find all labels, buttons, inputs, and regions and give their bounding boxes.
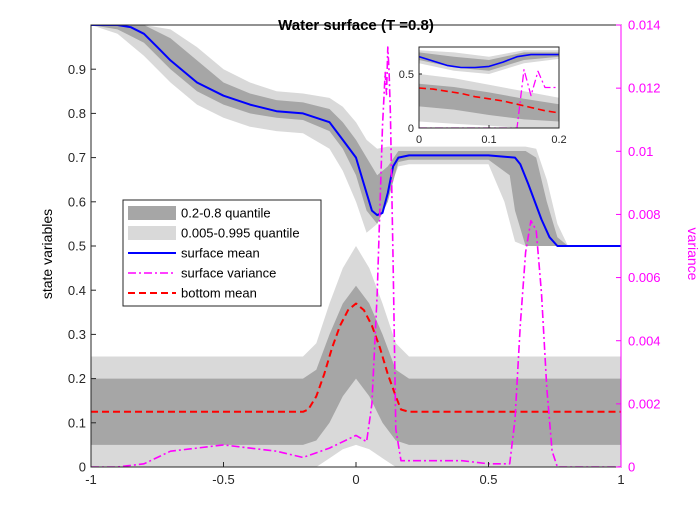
inset-surface-variance-line (419, 69, 559, 128)
inset-x-tick-label: 0 (416, 134, 422, 146)
legend-swatch (128, 226, 176, 240)
main-y-right-tick-label: 0.01 (628, 144, 653, 159)
inset-x-tick-label: 0.1 (481, 134, 496, 146)
main-y-right-tick-label: 0.004 (628, 333, 661, 348)
main-surface-variance-line (91, 46, 621, 467)
main-y-right-tick-label: 0.008 (628, 207, 661, 222)
main-y-right-tick-label: 0.006 (628, 270, 661, 285)
inset-y-tick-label: 0 (408, 123, 414, 135)
main-band-inner-bottom (91, 285, 621, 445)
main-y-tick-label: 0.7 (68, 150, 86, 165)
inset-x-tick-label: 0.2 (551, 134, 566, 146)
main-y-tick-label: 0.9 (68, 62, 86, 77)
main-y-right-tick-label: 0 (628, 460, 635, 475)
legend-label: 0.2-0.8 quantile (181, 206, 271, 221)
main-y-right-tick-label: 0.012 (628, 81, 661, 96)
main-x-tick-label: 1 (617, 472, 624, 487)
main-x-tick-label: 0.5 (479, 472, 497, 487)
inset-bottom-mean-line (419, 87, 559, 114)
legend-swatch (128, 206, 176, 220)
chart-title: Water surface (T =0.8) (278, 17, 434, 34)
inset-surface-mean-line (419, 53, 559, 69)
main-bottom-mean-line (91, 302, 621, 413)
main-y-tick-label: 0.3 (68, 327, 86, 342)
inset-plot-area: 0 0.1 0.2 0 0.5 (399, 46, 567, 146)
main-x-tick-label: -1 (85, 472, 97, 487)
y-axis-right-label: variance (685, 228, 700, 281)
legend-label: surface mean (181, 246, 260, 261)
main-y-tick-label: 0.6 (68, 194, 86, 209)
y-axis-label: state variables (39, 209, 55, 299)
legend: 0.2-0.8 quantile 0.005-0.995 quantile surf… (122, 199, 322, 307)
legend-label: surface variance (181, 266, 276, 281)
legend-label: 0.005-0.995 quantile (181, 226, 300, 241)
main-y-tick-label: 0.5 (68, 239, 86, 254)
main-y-tick-label: 0.1 (68, 415, 86, 430)
inset-y-tick-label: 0.5 (399, 69, 414, 81)
main-y-right-tick-label: 0.002 (628, 396, 661, 411)
legend-label: bottom mean (181, 286, 257, 301)
main-y-tick-label: 0.2 (68, 371, 86, 386)
main-y-tick-label: 0.4 (68, 283, 86, 298)
main-y-tick-label: 0.8 (68, 106, 86, 121)
main-x-tick-label: 0 (352, 472, 359, 487)
main-x-tick-label: -0.5 (212, 472, 234, 487)
main-y-right-tick-label: 0.014 (628, 18, 661, 33)
main-y-tick-label: 0 (79, 460, 86, 475)
main-band-outer-surface (91, 25, 621, 246)
